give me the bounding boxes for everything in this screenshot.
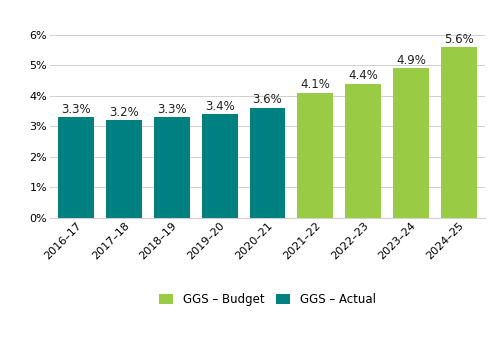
Text: 4.1%: 4.1% — [300, 78, 330, 91]
Text: 4.4%: 4.4% — [348, 69, 378, 82]
Bar — [106, 120, 142, 218]
Bar — [58, 117, 94, 218]
Bar — [345, 84, 381, 218]
Text: 3.4%: 3.4% — [205, 100, 234, 113]
Legend: GGS – Budget, GGS – Actual: GGS – Budget, GGS – Actual — [154, 289, 380, 311]
Text: 3.6%: 3.6% — [252, 93, 282, 106]
Bar — [154, 117, 190, 218]
Bar — [250, 108, 286, 218]
Bar — [202, 114, 237, 218]
Bar — [298, 93, 333, 218]
Text: 5.6%: 5.6% — [444, 33, 474, 46]
Text: 4.9%: 4.9% — [396, 54, 426, 67]
Text: 3.2%: 3.2% — [109, 106, 139, 119]
Bar — [393, 68, 429, 218]
Text: 3.3%: 3.3% — [157, 102, 186, 115]
Text: 3.3%: 3.3% — [62, 102, 91, 115]
Bar — [441, 47, 476, 218]
